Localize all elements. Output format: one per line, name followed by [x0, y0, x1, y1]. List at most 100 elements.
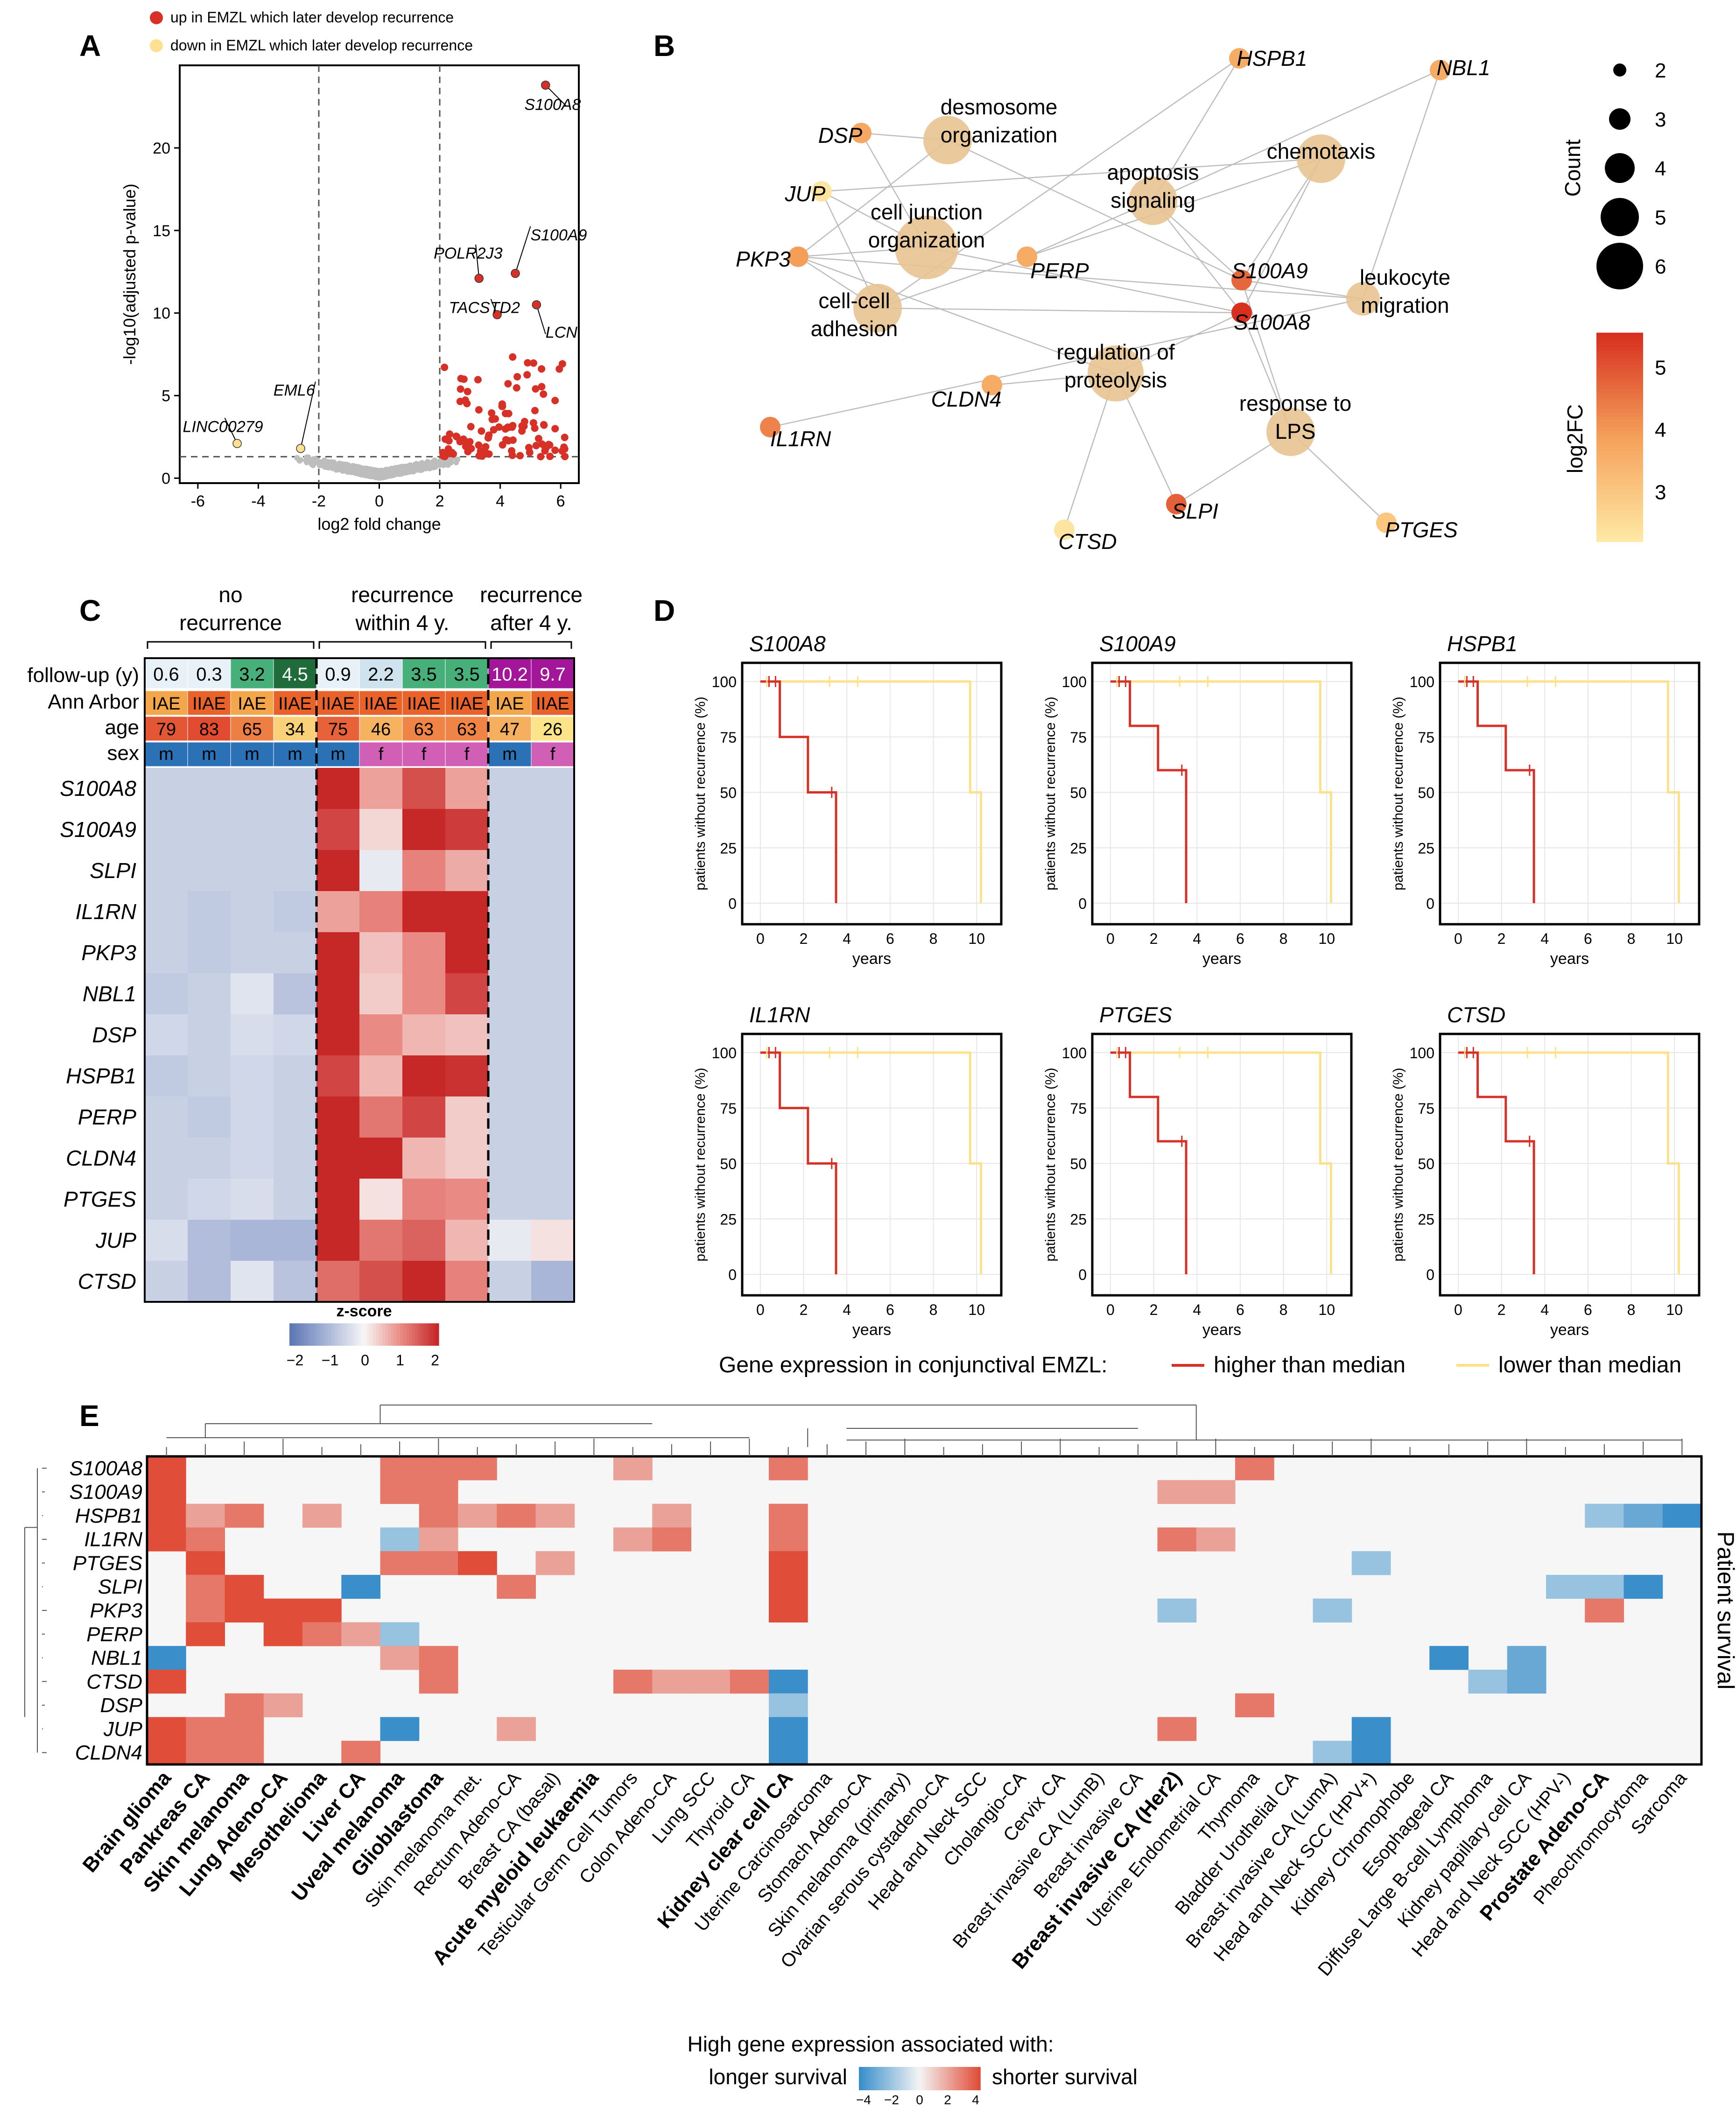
survival-colorbar-segment [864, 2067, 867, 2090]
survival-row-label: DSP [100, 1694, 143, 1717]
km-y-tick-label: 0 [1426, 1266, 1434, 1283]
km-title: IL1RN [749, 1003, 810, 1027]
gene-label: S100A9 [1231, 259, 1308, 283]
survival-cell [613, 1456, 653, 1481]
term-node [895, 216, 958, 279]
km-x-tick-label: 6 [1236, 930, 1244, 947]
km-curve-high [1458, 1051, 1535, 1274]
colorbar-segment [1596, 471, 1643, 476]
colorbar-segment [322, 1323, 326, 1346]
sex-value: f [464, 745, 470, 764]
ns-point [332, 462, 338, 468]
gene-label: CTSD [1058, 529, 1117, 554]
survival-cell [1157, 1598, 1197, 1623]
ns-point [316, 463, 323, 469]
heatmap-cell [531, 850, 575, 892]
km-curve-high [1110, 1051, 1188, 1274]
km-x-tick-label: 0 [1106, 930, 1115, 947]
colorbar-segment [1596, 517, 1643, 521]
heatmap-cell [274, 809, 317, 850]
labeled-point [541, 80, 550, 90]
heatmap-cell [488, 1014, 532, 1056]
panel-label-e: E [79, 1399, 99, 1433]
colorbar-segment [1596, 423, 1643, 427]
sex-value: m [245, 745, 260, 764]
survival-cell [769, 1456, 808, 1481]
group-header-line2: recurrence [179, 611, 282, 635]
heatmap-cell [188, 1014, 231, 1056]
km-legend-label-high: higher than median [1214, 1353, 1406, 1377]
labeled-point [511, 268, 520, 278]
survival-cell [769, 1574, 808, 1599]
km-frame [1091, 1033, 1353, 1297]
heatmap-cell [445, 1179, 489, 1220]
annarbor-value: IIAE [278, 694, 312, 714]
network-edge [798, 140, 948, 257]
gene-node [1376, 513, 1397, 533]
heatmap-cell [531, 1179, 575, 1220]
ns-point [337, 465, 343, 471]
colorbar-segment [1596, 447, 1643, 452]
annotation-row-label: age [105, 716, 139, 739]
km-x-tick-label: 2 [1497, 930, 1506, 947]
heatmap-cell [231, 850, 274, 892]
survival-cell [613, 1669, 653, 1694]
heatmap-cell [445, 1261, 489, 1302]
survival-colorbar-segment [956, 2067, 959, 2090]
up-point [561, 445, 569, 453]
annarbor-value: IIAE [364, 694, 398, 714]
x-tick-label: -6 [191, 492, 205, 510]
survival-row-label: PERP [86, 1623, 142, 1646]
up-point [551, 446, 559, 454]
colorbar-segment [331, 1323, 335, 1346]
colorbar-segment [1596, 413, 1643, 417]
heatmap-cell [231, 891, 274, 933]
heatmap-cell [488, 932, 532, 974]
survival-side-label: Patient survival [1713, 1531, 1736, 1689]
up-point [478, 427, 485, 435]
km-x-tick-label: 0 [1454, 930, 1462, 947]
survival-colorbar-segment [951, 2067, 954, 2090]
survival-legend-tick: 4 [972, 2093, 979, 2107]
up-point [474, 376, 482, 384]
gene-node [1430, 60, 1450, 80]
sex-cell [402, 742, 446, 767]
colorbar-segment [433, 1323, 436, 1346]
survival-cell [652, 1527, 691, 1552]
colorbar-title: log2FC [1563, 404, 1587, 473]
km-title: PTGES [1099, 1003, 1172, 1027]
network-edge [1153, 69, 1441, 202]
term-label-line1: chemotaxis [1267, 139, 1376, 163]
point-label: LINC00279 [183, 418, 263, 436]
network-edge [1241, 280, 1292, 432]
survival-colorbar-segment [934, 2067, 937, 2090]
heatmap-cell [445, 1055, 489, 1097]
term-label-line1: leukocyte [1360, 265, 1450, 289]
followup-cell [359, 658, 403, 689]
km-y-tick-label: 75 [720, 1100, 737, 1117]
up-point [523, 371, 531, 379]
survival-colorbar-segment [924, 2067, 928, 2090]
label-leader [300, 381, 316, 449]
heatmap-cell [316, 1138, 360, 1179]
km-x-tick-label: 4 [1193, 1301, 1201, 1318]
survival-cell [186, 1551, 225, 1575]
colorbar-segment [1596, 374, 1643, 379]
survival-colorbar-segment [936, 2067, 940, 2090]
heatmap-cell [231, 1138, 274, 1179]
ns-point [414, 463, 420, 469]
up-point [441, 435, 449, 443]
colorbar-segment [343, 1323, 347, 1346]
survival-cell [691, 1669, 731, 1694]
km-x-tick-label: 2 [800, 1301, 808, 1318]
survival-colorbar-segment [910, 2067, 913, 2090]
heatmap-cell [231, 1179, 274, 1220]
survival-cell [186, 1717, 225, 1741]
survival-cell [1351, 1741, 1391, 1765]
labeled-point [296, 443, 305, 453]
survival-colorbar-segment [873, 2067, 877, 2090]
heatmap-cell [445, 1014, 489, 1056]
km-y-tick-label: 75 [1418, 1100, 1434, 1117]
